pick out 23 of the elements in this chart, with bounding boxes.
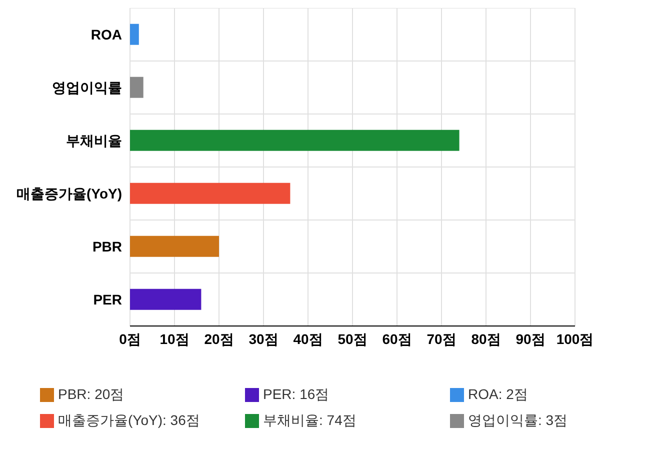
x-tick-label: 40점 — [293, 330, 323, 347]
y-tick-label: 부채비율 — [66, 132, 122, 148]
legend-label: ROA: 2점 — [468, 386, 528, 402]
legend-label: 부채비율: 74점 — [263, 412, 356, 428]
x-tick-label: 10점 — [160, 330, 190, 347]
x-tick-label: 30점 — [248, 330, 278, 347]
x-tick-label: 80점 — [471, 330, 501, 347]
legend-label: PBR: 20점 — [58, 386, 124, 402]
legend-label: 영업이익률: 3점 — [468, 412, 568, 428]
x-tick-label: 20점 — [204, 330, 234, 347]
x-tick-label: 90점 — [516, 330, 546, 347]
legend-label: PER: 16점 — [263, 386, 330, 402]
y-tick-label: 매출증가율(YoY) — [16, 185, 122, 202]
x-tick-label: 50점 — [338, 330, 368, 347]
x-tick-label: 100점 — [556, 330, 594, 347]
y-tick-label: ROA — [90, 26, 122, 42]
y-tick-label: PER — [93, 291, 122, 308]
y-tick-label: 영업이익률 — [52, 79, 122, 96]
legend-label: 매출증가율(YoY): 36점 — [58, 412, 200, 428]
x-tick-label: 70점 — [426, 330, 456, 347]
x-tick-label: 0점 — [119, 330, 141, 347]
y-tick-label: PBR — [92, 238, 122, 254]
x-tick-label: 60점 — [382, 330, 412, 347]
